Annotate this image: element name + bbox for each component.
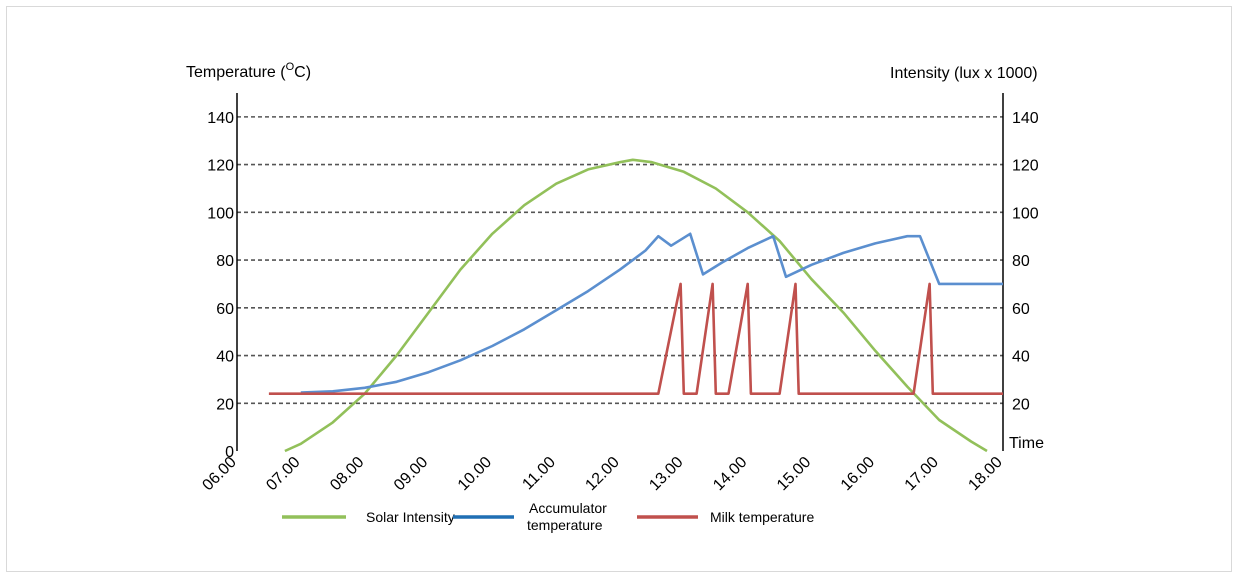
x-tick-11.00: 11.00: [519, 454, 559, 494]
left-axis-title: Temperature (OC): [186, 61, 311, 81]
right-tick-100: 100: [1012, 205, 1039, 222]
x-tick-13.00: 13.00: [646, 454, 686, 494]
right-tick-60: 60: [1012, 301, 1030, 318]
left-tick-140: 140: [207, 110, 234, 127]
legend-label-accumulator-line2: temperature: [527, 517, 603, 533]
x-tick-labels: 06.00 07.00 08.00 09.00 10.00 11.00 12.00 13.00…: [199, 454, 1005, 494]
series-accumulator-temperature: [300, 232, 1003, 394]
right-tick-140: 140: [1012, 110, 1039, 127]
left-tick-120: 120: [207, 158, 234, 175]
x-tick-07.00: 07.00: [263, 454, 303, 494]
legend-label-accumulator-line1: Accumulator: [529, 500, 607, 516]
legend: Solar Intensity Accumulator temperature …: [282, 500, 814, 533]
x-tick-14.00: 14.00: [710, 454, 750, 494]
series-milk-temperature: [268, 282, 1003, 396]
x-axis-title: Time: [1009, 435, 1044, 452]
x-tick-12.00: 12.00: [582, 454, 622, 494]
x-tick-18.00: 18.00: [965, 454, 1005, 494]
left-tick-labels: 0 20 40 60 80 100 120 140: [207, 110, 234, 461]
left-tick-100: 100: [207, 205, 234, 222]
right-tick-labels: 20 40 60 80 100 120 140: [1012, 110, 1039, 413]
chart-frame: [6, 6, 1232, 572]
legend-label-milk-temperature: Milk temperature: [710, 509, 814, 525]
left-tick-80: 80: [216, 253, 234, 270]
x-tick-17.00: 17.00: [902, 454, 942, 494]
x-tick-08.00: 08.00: [327, 454, 367, 494]
left-tick-60: 60: [216, 301, 234, 318]
left-tick-0: 0: [225, 444, 234, 461]
x-tick-15.00: 15.00: [774, 454, 814, 494]
x-tick-10.00: 10.00: [455, 454, 495, 494]
series-lines: [268, 158, 1003, 453]
left-tick-20: 20: [216, 396, 234, 413]
legend-label-solar-intensity: Solar Intensity: [366, 509, 455, 525]
axes: [236, 93, 1004, 451]
right-tick-40: 40: [1012, 349, 1030, 366]
right-tick-120: 120: [1012, 158, 1039, 175]
right-tick-80: 80: [1012, 253, 1030, 270]
right-axis-title: Intensity (lux x 1000): [890, 65, 1038, 82]
left-tick-40: 40: [216, 349, 234, 366]
series-solar-intensity: [284, 158, 988, 453]
right-tick-20: 20: [1012, 396, 1030, 413]
gridlines: [237, 116, 1003, 405]
x-tick-09.00: 09.00: [391, 454, 431, 494]
x-tick-16.00: 16.00: [838, 454, 878, 494]
